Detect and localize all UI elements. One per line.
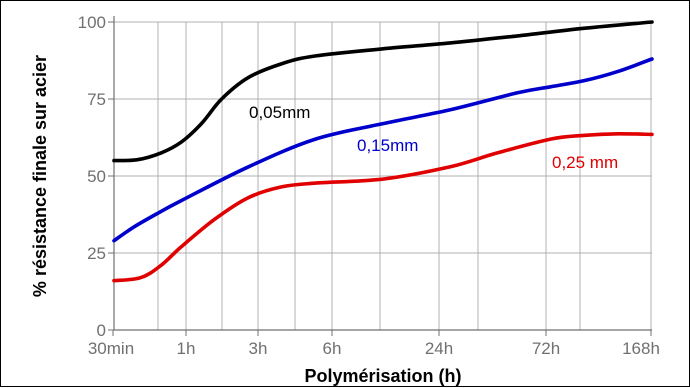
series-lines xyxy=(112,20,654,283)
series-line-3 xyxy=(112,131,654,283)
y-tick-label: 100 xyxy=(78,13,106,32)
series-label-2: 0,15mm xyxy=(357,136,418,155)
y-tick-label: 0 xyxy=(97,321,106,340)
x-tick-label: 30min xyxy=(88,339,134,358)
y-tick-label: 25 xyxy=(87,244,106,263)
x-tick-label: 168h xyxy=(622,339,660,358)
x-axis-title: Polymérisation (h) xyxy=(304,366,461,386)
x-tick-label: 6h xyxy=(323,339,342,358)
series-line-2 xyxy=(112,57,654,243)
y-tick-label: 50 xyxy=(87,167,106,186)
series-label-3: 0,25 mm xyxy=(552,153,618,172)
grid xyxy=(114,21,652,330)
x-tick-label: 24h xyxy=(425,339,453,358)
tick-labels: 0 25 50 75 100 30min 1h 3h 6h 24h 72h 168h 0,05mm 0,1… xyxy=(78,13,660,358)
x-tick-label: 72h xyxy=(532,339,560,358)
y-axis-title: % résistance finale sur acier xyxy=(30,55,50,297)
y-tick-label: 75 xyxy=(87,90,106,109)
x-tick-label: 1h xyxy=(177,339,196,358)
axes xyxy=(108,16,652,336)
series-label-1: 0,05mm xyxy=(249,103,310,122)
x-tick-label: 3h xyxy=(249,339,268,358)
series-line-1 xyxy=(112,20,654,163)
